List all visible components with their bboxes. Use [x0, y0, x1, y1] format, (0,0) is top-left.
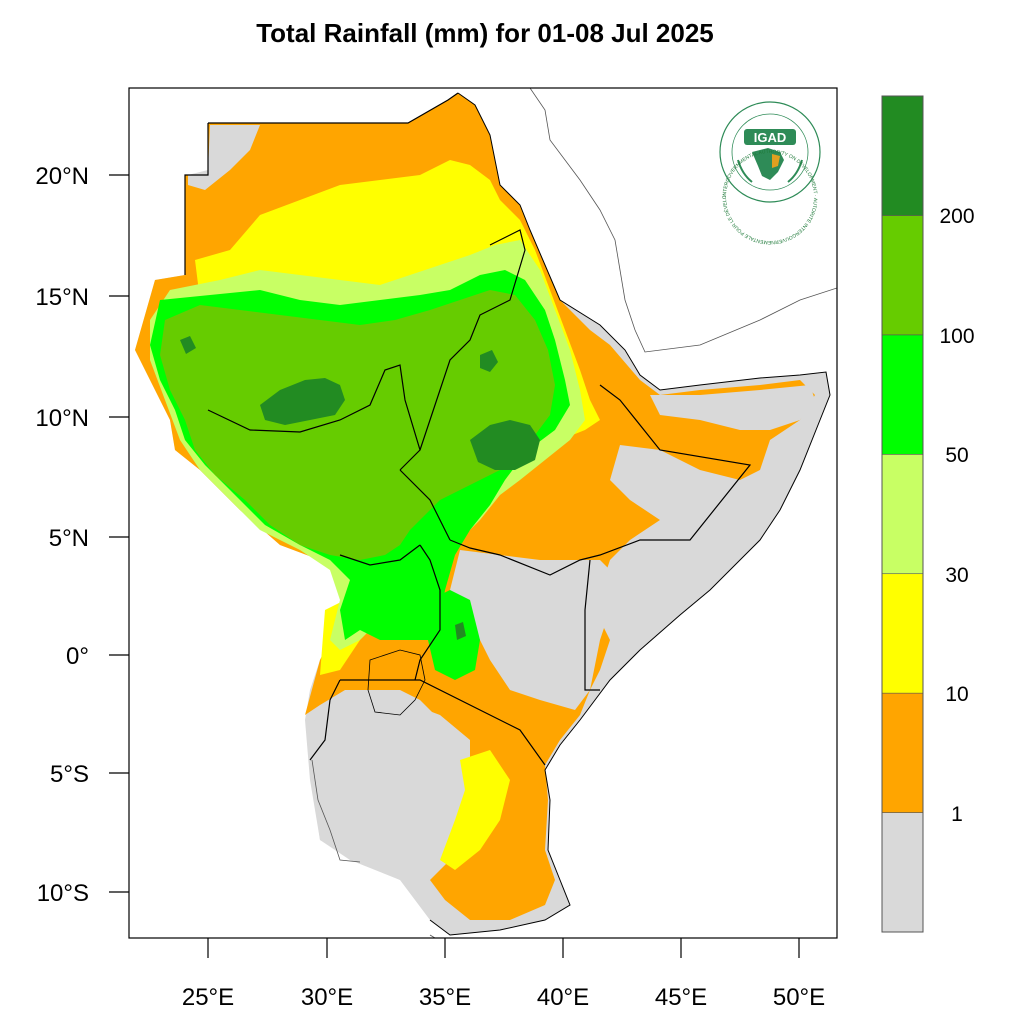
lat-tick-label: 5°N [49, 525, 89, 552]
map-title: Total Rainfall (mm) for 01-08 Jul 2025 [256, 18, 714, 48]
lat-tick-label: 10°N [35, 405, 89, 432]
country-borders [184, 92, 752, 766]
colorbar-swatch [881, 453, 924, 575]
colorbar-label: 200 [939, 205, 974, 228]
dry-patch-somalia [650, 385, 815, 430]
lat-tick-label: 0° [66, 643, 89, 670]
lon-tick-marks [207, 938, 800, 958]
dry-patch-horn [610, 445, 770, 540]
colorbar-label: 10 [945, 683, 968, 706]
colorbar-label: 1 [951, 803, 963, 826]
colorbar-swatch [881, 215, 924, 336]
map-frame [128, 87, 838, 939]
rain-class-over-200-east [470, 420, 540, 470]
lon-tick-label: 35°E [419, 984, 471, 1011]
rain-class-over-200 [260, 378, 345, 425]
rain-class-100-200 [160, 290, 555, 560]
lon-tick-label: 45°E [655, 984, 707, 1011]
rain-class-over-200-spot3 [455, 622, 466, 640]
rain-class-10-30-south [440, 750, 510, 870]
lat-tick-label: 10°S [37, 880, 89, 907]
lat-tick-label: 5°S [50, 761, 89, 788]
rain-class-over-200-spot [480, 350, 498, 372]
rain-class-50-100-lake [428, 590, 480, 680]
lat-tick-label: 15°N [35, 284, 89, 311]
lon-tick-label: 30°E [301, 984, 353, 1011]
lon-tick-label: 40°E [537, 984, 589, 1011]
colorbar-frame [881, 95, 924, 933]
lat-tick-label: 20°N [35, 163, 89, 190]
colorbar [881, 95, 924, 933]
map-plot-area [129, 88, 837, 938]
lake-victoria-outline [367, 649, 426, 716]
colorbar-swatch [881, 692, 924, 813]
colorbar-swatch [881, 573, 924, 694]
dry-patch-tanzania [312, 700, 470, 880]
colorbar-label: 50 [945, 444, 968, 467]
dry-patch-kenya [450, 550, 620, 710]
lon-tick-label: 50°E [773, 984, 825, 1011]
colorbar-swatch [881, 812, 924, 933]
dry-patch-north [188, 125, 260, 190]
colorbar-label: 30 [945, 564, 968, 587]
lat-tick-marks [109, 174, 129, 893]
rain-class-over-200-spot2 [180, 336, 196, 354]
colorbar-swatch [881, 334, 924, 455]
lon-tick-label: 25°E [182, 984, 234, 1011]
colorbar-swatch [881, 95, 924, 216]
coastline [429, 92, 831, 936]
logo-text: IGAD [754, 130, 787, 145]
colorbar-label: 100 [939, 325, 974, 348]
